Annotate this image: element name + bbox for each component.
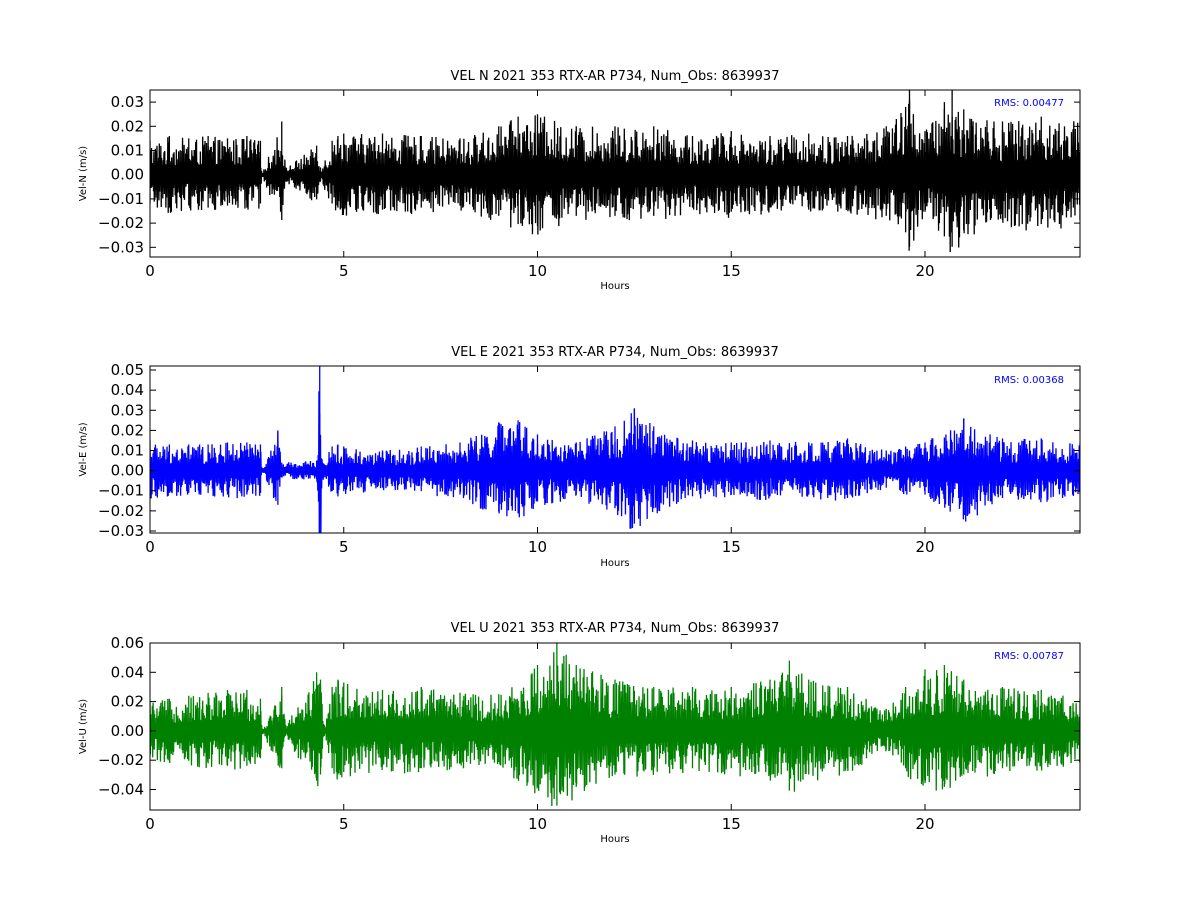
y-tick-label: −0.02	[98, 751, 144, 769]
x-tick-label: 20	[915, 262, 934, 280]
x-tick-label: 5	[339, 815, 349, 833]
y-tick-label: −0.04	[98, 780, 144, 798]
plot-frame	[149, 89, 1081, 258]
panel-title: VEL N 2021 353 RTX-AR P734, Num_Obs: 863…	[451, 69, 780, 84]
rms-annotation: RMS: 0.00368	[994, 375, 1064, 386]
y-tick-label: 0.00	[111, 462, 144, 480]
x-axis-label: Hours	[600, 558, 629, 569]
y-axis-label: Vel-U (m/s)	[78, 699, 89, 754]
y-tick-label: 0.00	[111, 722, 144, 740]
y-tick-label: 0.04	[111, 663, 144, 681]
y-tick-label: 0.01	[111, 442, 144, 460]
x-tick-label: 5	[339, 262, 349, 280]
x-tick-label: 10	[528, 262, 547, 280]
x-axis-label: Hours	[600, 834, 629, 845]
panel-title: VEL U 2021 353 RTX-AR P734, Num_Obs: 863…	[451, 621, 780, 636]
y-tick-label: 0.02	[111, 693, 144, 711]
y-tick-label: 0.06	[111, 634, 144, 652]
panel-vel-e: VEL E 2021 353 RTX-AR P734, Num_Obs: 863…	[78, 345, 1081, 569]
panel-vel-n: VEL N 2021 353 RTX-AR P734, Num_Obs: 863…	[78, 69, 1081, 292]
x-tick-label: 5	[339, 538, 349, 556]
panel-title: VEL E 2021 353 RTX-AR P734, Num_Obs: 863…	[451, 345, 778, 360]
y-axis-label: Vel-N (m/s)	[78, 146, 89, 201]
y-tick-label: 0.02	[111, 421, 144, 439]
panel-vel-u: VEL U 2021 353 RTX-AR P734, Num_Obs: 863…	[78, 621, 1081, 845]
y-axis-label: Vel-E (m/s)	[78, 422, 89, 476]
y-tick-label: −0.01	[98, 190, 144, 208]
x-tick-label: 0	[145, 262, 155, 280]
y-tick-label: 0.02	[111, 117, 144, 135]
y-tick-label: 0.03	[111, 93, 144, 111]
x-tick-label: 20	[915, 815, 934, 833]
y-tick-label: 0.03	[111, 401, 144, 419]
x-tick-label: 0	[145, 815, 155, 833]
x-tick-label: 15	[722, 262, 741, 280]
y-tick-label: 0.01	[111, 142, 144, 160]
y-tick-label: 0.05	[111, 361, 144, 379]
rms-annotation: RMS: 0.00787	[994, 651, 1064, 662]
plot-frame	[149, 365, 1081, 534]
x-tick-label: 15	[722, 815, 741, 833]
y-tick-label: −0.02	[98, 502, 144, 520]
y-tick-label: 0.00	[111, 166, 144, 184]
rms-annotation: RMS: 0.00477	[994, 98, 1064, 109]
x-tick-label: 0	[145, 538, 155, 556]
x-tick-label: 20	[915, 538, 934, 556]
y-tick-label: 0.04	[111, 381, 144, 399]
y-tick-label: −0.03	[98, 238, 144, 256]
x-tick-label: 10	[528, 538, 547, 556]
y-tick-label: −0.01	[98, 482, 144, 500]
plot-frame	[149, 642, 1081, 811]
y-tick-label: −0.03	[98, 522, 144, 540]
x-tick-label: 10	[528, 815, 547, 833]
x-axis-label: Hours	[600, 281, 629, 292]
x-tick-label: 15	[722, 538, 741, 556]
y-tick-label: −0.02	[98, 214, 144, 232]
